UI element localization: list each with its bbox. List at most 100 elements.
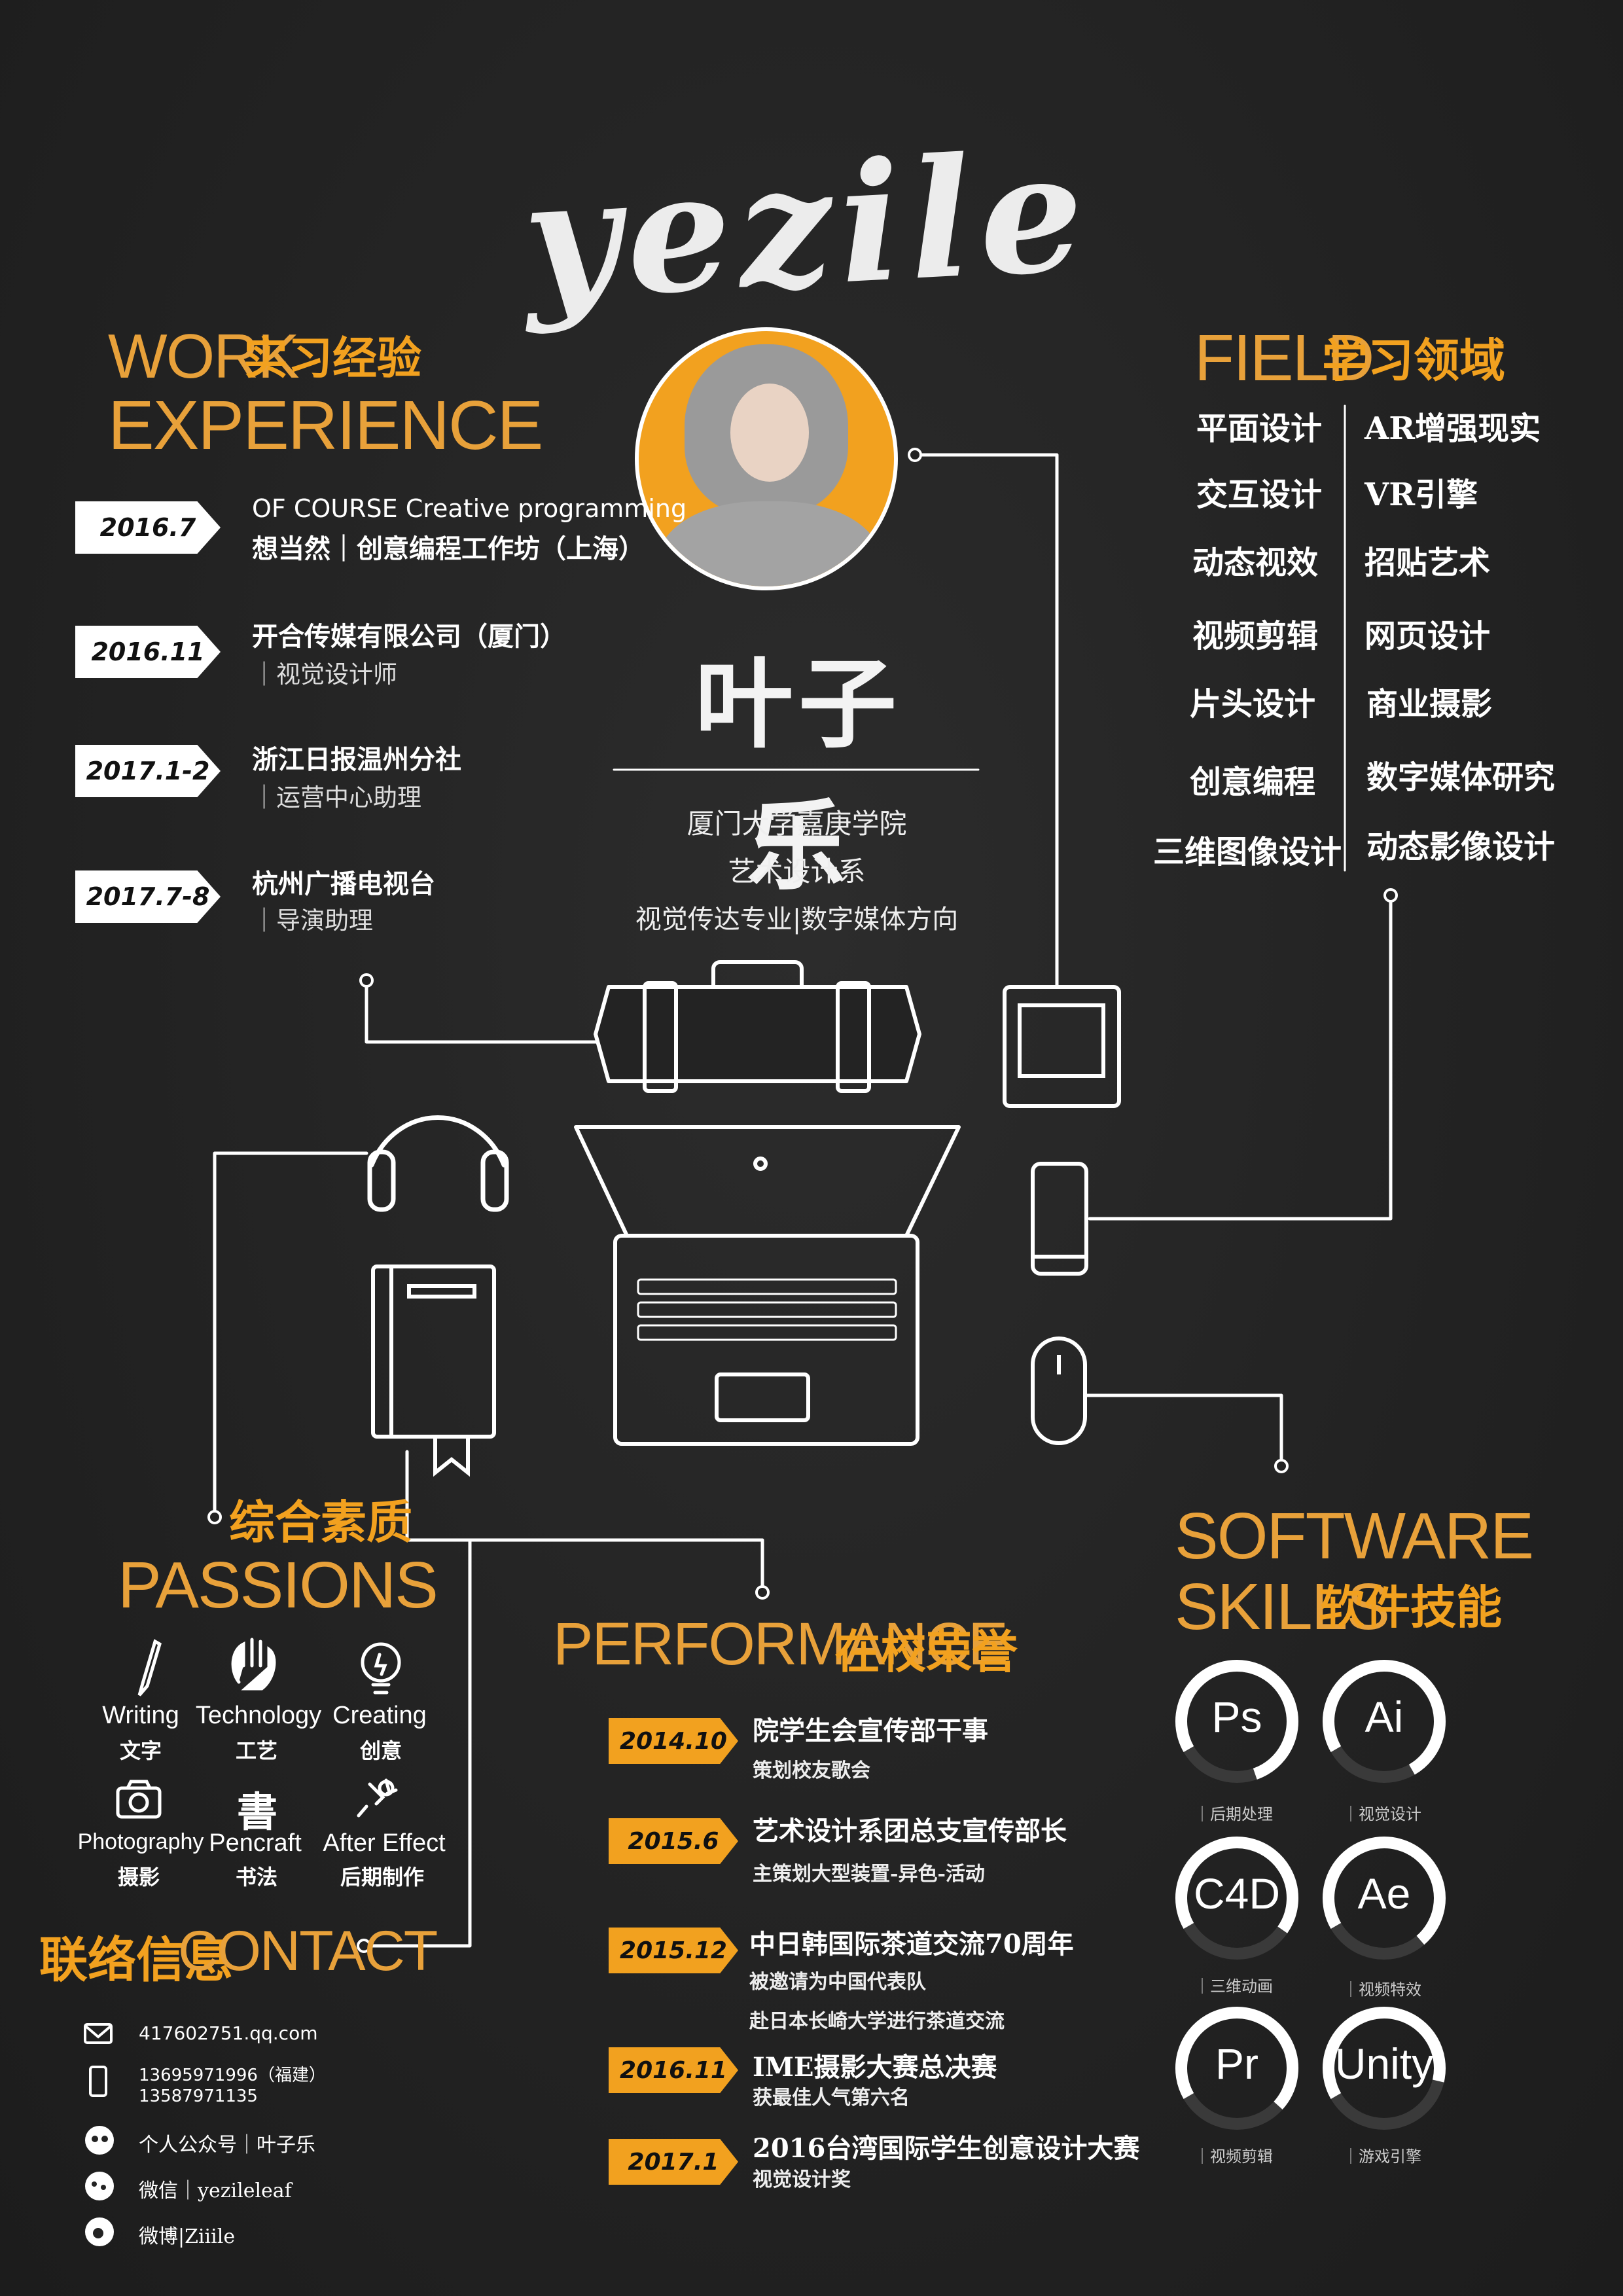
magic-wand-icon <box>357 1778 398 1818</box>
contact-heading-cn: 联络信息 <box>39 1932 233 1988</box>
skill-ring-arc <box>1323 2007 1446 2130</box>
contact-heading-en: CONTACT <box>178 1920 438 1982</box>
software-label: ｜视觉设计 <box>1343 1805 1421 1823</box>
performance-date-tag: 2015.12 <box>609 1928 738 1973</box>
passions-heading-cn: 综合素质 <box>229 1495 412 1549</box>
wechat-public-icon <box>85 2126 114 2155</box>
passion-label-en: Creating <box>332 1702 427 1729</box>
headphones-icon <box>367 1115 509 1212</box>
passion-label-cn: 摄影 <box>117 1865 160 1890</box>
work-heading-en2: EXPERIENCE <box>108 387 543 464</box>
contact-wechat-public[interactable]: 个人公众号｜叶子乐 <box>139 2134 315 2157</box>
work-date-tag: 2016.7 <box>75 501 221 554</box>
field-item: 动态影像设计 <box>1366 829 1556 865</box>
avatar-face <box>730 384 809 482</box>
mail-icon <box>84 2023 113 2044</box>
software-rings <box>1175 1660 1446 2130</box>
passion-label-en: Technology <box>195 1702 322 1729</box>
software-heading-cn: 软件技能 <box>1319 1580 1502 1634</box>
skill-ring-arc <box>1175 1660 1298 1783</box>
avatar <box>635 327 898 590</box>
software-label: ｜视频剪辑 <box>1194 2147 1273 2166</box>
work-date-tag: 2017.1-2 <box>75 745 221 797</box>
work-date-tag: 2017.7-8 <box>75 870 221 923</box>
software-label: ｜游戏引擎 <box>1343 2147 1421 2166</box>
software-name: C4D <box>1193 1869 1281 1918</box>
passion-label-en: Pencraft <box>209 1829 302 1857</box>
person-name: 叶子乐 <box>694 647 902 904</box>
performance-heading-cn: 在校荣誉 <box>834 1624 1018 1679</box>
performance-date-tag: 2015.6 <box>609 1818 738 1864</box>
contact-weibo[interactable]: 微博|Ziiile <box>139 2225 236 2248</box>
work-sub: ｜运营中心助理 <box>252 783 421 812</box>
performance-sub: 赴日本长崎大学进行茶道交流 <box>749 2010 1005 2033</box>
logo: yezile <box>518 115 1096 337</box>
avatar-body <box>658 501 881 586</box>
performance-date-tag: 2017.1 <box>609 2139 738 2185</box>
field-heading-en: FIELD <box>1194 321 1374 395</box>
work-title: 开合传媒有限公司（厦门） <box>252 621 566 652</box>
phone-small-icon <box>89 2066 107 2097</box>
contact-phone1[interactable]: 13695971996（福建） <box>139 2066 326 2085</box>
performance-title: 2016台湾国际学生创意设计大赛 <box>753 2133 1140 2164</box>
work-sub: ｜导演助理 <box>252 906 373 935</box>
field-item: 网页设计 <box>1364 618 1491 655</box>
passion-label-cn: 后期制作 <box>340 1865 424 1890</box>
tablet-icon <box>1003 985 1121 1108</box>
field-item: 平面设计 <box>1196 410 1323 447</box>
school-line1: 厦门大学嘉庚学院 <box>687 808 907 840</box>
field-heading-cn: 学习领域 <box>1322 333 1505 387</box>
passions-heading-en: PASSIONS <box>118 1549 438 1622</box>
software-label: ｜三维动画 <box>1194 1977 1273 1996</box>
connector-line <box>1084 1393 1283 1466</box>
work-sub: ｜视觉设计师 <box>252 660 397 689</box>
passion-label-cn: 书法 <box>235 1865 277 1890</box>
software-label: ｜视频特效 <box>1343 1981 1421 1999</box>
work-heading-en1: WORK <box>108 321 300 391</box>
field-item: 商业摄影 <box>1366 686 1493 723</box>
software-name: Ai <box>1364 1693 1404 1741</box>
hand-icon <box>231 1638 276 1691</box>
work-heading-cn: 实习经验 <box>243 332 422 385</box>
contact-email[interactable]: 417602751.qq.com <box>139 2022 318 2044</box>
performance-sub: 主策划大型装置-异色-活动 <box>753 1863 985 1886</box>
performance-sub: 策划校友歌会 <box>753 1759 870 1782</box>
performance-sub: 被邀请为中国代表队 <box>749 1971 926 1994</box>
wechat-icon <box>85 2172 114 2200</box>
field-item: 数字媒体研究 <box>1366 759 1556 796</box>
software-heading-en1: SOFTWARE <box>1175 1499 1534 1573</box>
contact-wechat[interactable]: 微信｜yezileleaf <box>139 2179 292 2202</box>
contact-phone2[interactable]: 13587971135 <box>139 2087 258 2106</box>
field-item: 创意编程 <box>1190 764 1316 800</box>
field-item: 三维图像设计 <box>1153 834 1342 870</box>
connector-line <box>405 1450 764 1592</box>
field-item: AR增强现实 <box>1364 410 1541 447</box>
camera-icon <box>116 1786 162 1819</box>
work-title-en: OF COURSE Creative programming <box>252 494 687 523</box>
field-item: VR引擎 <box>1364 476 1478 513</box>
laptop-icon <box>574 1125 961 1446</box>
passion-label-en: Writing <box>102 1702 179 1729</box>
passion-label-cn: 文字 <box>119 1738 162 1763</box>
software-name: Ae <box>1357 1869 1411 1918</box>
connector-line <box>1088 893 1393 1221</box>
performance-title: IME摄影大赛总决赛 <box>753 2052 997 2083</box>
performance-heading-en: PERFORMANCE <box>553 1611 1008 1677</box>
field-item: 招贴艺术 <box>1364 545 1491 581</box>
connector-line <box>365 978 604 1044</box>
work-title: 杭州广播电视台 <box>252 869 435 899</box>
software-name: Pr <box>1215 2039 1258 2088</box>
field-item: 片头设计 <box>1190 686 1316 723</box>
connector-line <box>213 1151 368 1519</box>
performance-sub: 获最佳人气第六名 <box>753 2087 910 2109</box>
passion-label-cn: 创意 <box>359 1738 402 1763</box>
performance-title: 艺术设计系团总支宣传部长 <box>753 1816 1067 1846</box>
work-date-tag: 2016.11 <box>75 626 221 678</box>
performance-sub: 视觉设计奖 <box>753 2168 851 2191</box>
work-title: 浙江日报温州分社 <box>252 744 461 775</box>
software-name: Ps <box>1211 1693 1262 1741</box>
skill-ring-arc <box>1175 2007 1298 2130</box>
calligraphy-icon: 書 <box>237 1788 278 1836</box>
software-heading-en2: SKILLS <box>1175 1570 1390 1643</box>
